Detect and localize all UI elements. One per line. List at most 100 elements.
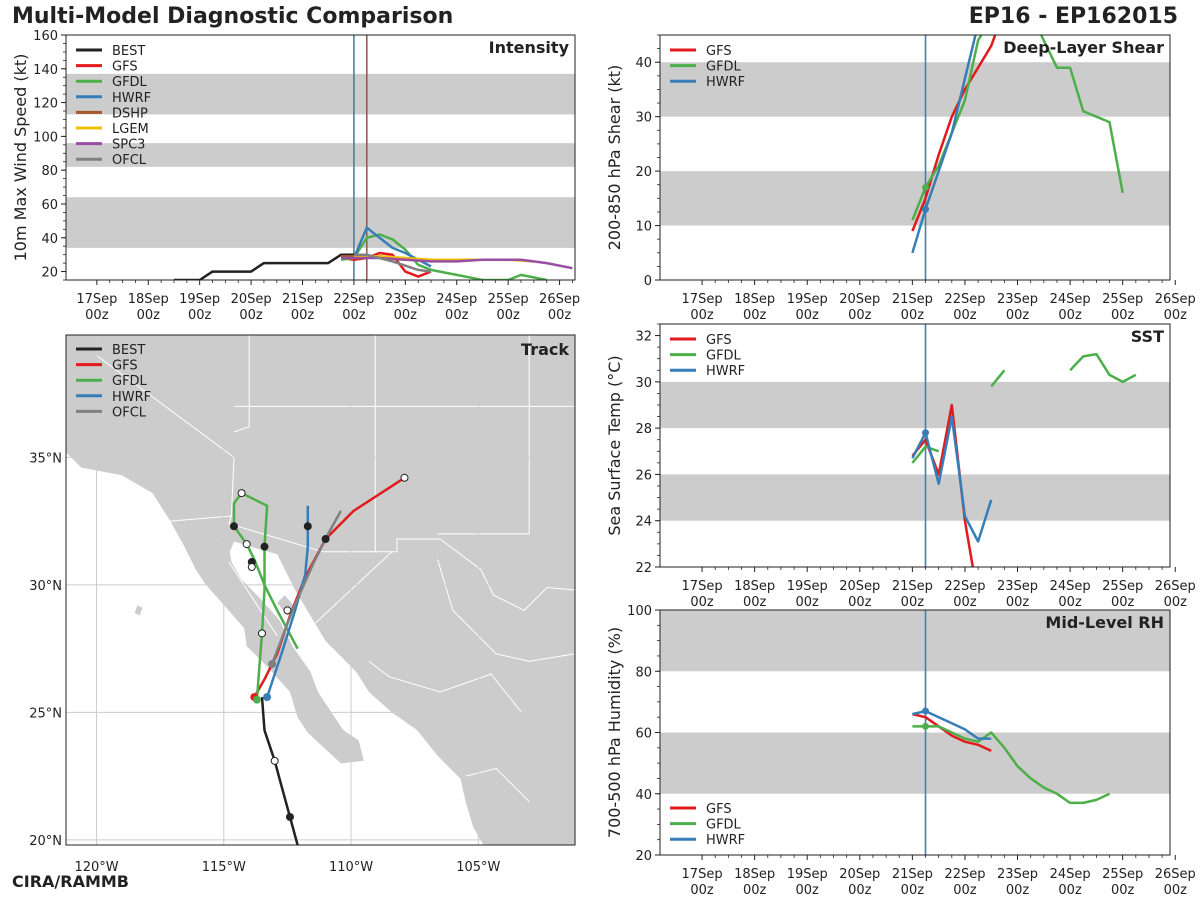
panel-title: Intensity <box>489 38 570 57</box>
series-gfs <box>911 403 975 567</box>
track-ofcl <box>270 510 342 665</box>
x-tick-label-hour: 00z <box>953 595 977 610</box>
series-gfdl <box>990 369 1006 388</box>
x-tick-label-date: 25Sep <box>1102 579 1143 594</box>
x-tick-label-hour: 00z <box>496 308 520 323</box>
legend-label-gfdl: GFDL <box>112 374 148 389</box>
y-tick-label: 30 <box>635 376 652 391</box>
track-point-gfdl <box>247 563 256 572</box>
series-spc3 <box>341 256 573 270</box>
x-tick-label-date: 20Sep <box>839 867 880 882</box>
y-tick-label: 0 <box>644 274 652 289</box>
x-tick-label-date: 20Sep <box>231 292 272 307</box>
y-tick-label: 10 <box>635 220 652 235</box>
y-tick-label: 160 <box>33 29 58 44</box>
track-point-gfdl <box>242 540 251 549</box>
x-tick-label-date: 19Sep <box>787 867 828 882</box>
x-tick-label-date: 18Sep <box>734 292 775 307</box>
x-tick-label-hour: 00z <box>1058 883 1082 898</box>
marker-gfdl <box>922 183 930 191</box>
panel-track: 120°W 115°W 110°W 105°W 20°N 25°N 30°N 35°N Trac… <box>29 334 576 875</box>
track-best <box>260 697 299 845</box>
y-tick-label: 40 <box>41 232 58 247</box>
band <box>660 171 1170 226</box>
y-tick-label: 40 <box>635 56 652 71</box>
x-tick-label-hour: 00z <box>848 595 872 610</box>
x-tick-label-hour: 00z <box>1111 308 1135 323</box>
y-tick-label: 22 <box>635 561 652 576</box>
x-tick-label-date: 18Sep <box>128 292 169 307</box>
x-tick-label-hour: 00z <box>1111 883 1135 898</box>
lon-label: 120°W <box>74 860 118 875</box>
x-tick-label-hour: 00z <box>743 595 767 610</box>
intensity-plot-area <box>66 35 575 280</box>
band <box>66 197 575 248</box>
y-axis-label: 10m Max Wind Speed (kt) <box>11 54 30 262</box>
legend-label-gfs: GFS <box>706 44 732 59</box>
lon-label: 110°W <box>329 860 373 875</box>
x-tick-label-date: 22Sep <box>944 867 985 882</box>
map-frame <box>65 334 576 846</box>
x-tick-label-hour: 00z <box>690 883 714 898</box>
x-tick-label-hour: 00z <box>1111 595 1135 610</box>
x-tick-label-hour: 00z <box>445 308 469 323</box>
panel-intensity: 2040608010012014016017Sep00z18Sep00z19Se… <box>11 29 580 323</box>
track-point-gfdl <box>229 522 238 531</box>
x-tick-label-date: 23Sep <box>997 867 1038 882</box>
x-tick-label-hour: 00z <box>137 308 161 323</box>
x-tick-label-date: 21Sep <box>892 579 933 594</box>
island <box>134 605 143 616</box>
series-gfs <box>340 251 432 278</box>
x-tick-label-date: 17Sep <box>682 579 723 594</box>
y-tick-label: 80 <box>41 164 58 179</box>
x-tick-label-date: 17Sep <box>682 867 723 882</box>
series-best <box>174 253 354 280</box>
x-tick-label-hour: 00z <box>953 883 977 898</box>
state-border <box>437 335 530 535</box>
track-map-area <box>66 335 575 845</box>
x-tick-label-hour: 00z <box>1164 595 1188 610</box>
panel-title: SST <box>1131 327 1164 346</box>
x-tick-label-date: 18Sep <box>734 579 775 594</box>
x-tick-label-date: 21Sep <box>282 292 323 307</box>
x-tick-label-date: 19Sep <box>179 292 220 307</box>
x-tick-label-hour: 00z <box>239 308 263 323</box>
panel-shear: 01020304017Sep00z18Sep00z19Sep00z20Sep00… <box>605 34 1196 323</box>
mainland <box>66 335 575 845</box>
marker-hwrf <box>922 205 930 213</box>
x-tick-label-hour: 00z <box>548 308 572 323</box>
x-tick-label-date: 17Sep <box>682 292 723 307</box>
state-border <box>233 335 250 433</box>
x-tick-label-hour: 00z <box>901 595 925 610</box>
axes-frame <box>659 323 1171 568</box>
x-tick-label-date: 20Sep <box>839 292 880 307</box>
x-tick-label-hour: 00z <box>690 308 714 323</box>
x-tick-label-hour: 00z <box>796 595 820 610</box>
state-border <box>368 661 522 713</box>
x-tick-label-hour: 00z <box>901 308 925 323</box>
x-tick-label-hour: 00z <box>342 308 366 323</box>
series-gfdl <box>912 725 1111 805</box>
x-tick-label-date: 24Sep <box>1050 292 1091 307</box>
panel-title: Mid-Level RH <box>1045 613 1164 632</box>
x-tick-label-hour: 00z <box>1006 308 1030 323</box>
series-gfdl <box>911 445 940 464</box>
track-point-gfs <box>400 473 409 482</box>
state-border <box>228 561 278 637</box>
lat-label: 35°N <box>29 451 62 466</box>
track-point-best <box>285 812 294 821</box>
legend-label-gfs: GFS <box>706 333 732 348</box>
credit-label: CIRA/RAMMB <box>12 872 129 891</box>
x-tick-label-date: 23Sep <box>997 292 1038 307</box>
y-tick-label: 28 <box>635 422 652 437</box>
x-tick-label-date: 26Sep <box>1155 292 1196 307</box>
shear-plot-area <box>660 35 1170 280</box>
x-tick-label-hour: 00z <box>85 308 109 323</box>
lat-label: 20°N <box>29 834 62 849</box>
axes-frame <box>65 34 576 281</box>
x-tick-label-hour: 00z <box>743 883 767 898</box>
x-tick-label-date: 21Sep <box>892 867 933 882</box>
